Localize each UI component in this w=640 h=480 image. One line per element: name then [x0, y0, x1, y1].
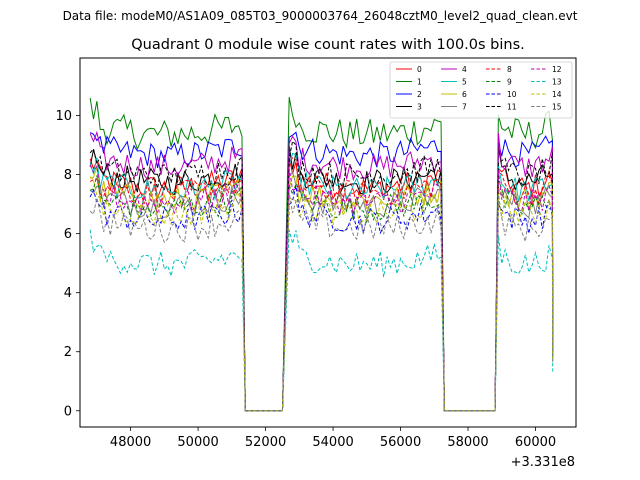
x-tick-label: 58000: [447, 435, 488, 450]
x-tick-label: 52000: [245, 435, 286, 450]
y-tick-label: 4: [64, 286, 72, 301]
legend-label-13: 13: [552, 78, 562, 87]
series-10-line: [89, 185, 554, 412]
x-tick-label: 60000: [515, 435, 556, 450]
x-tick-label: 54000: [312, 435, 353, 450]
legend-label-7: 7: [462, 103, 467, 112]
x-tick-label: 48000: [110, 435, 151, 450]
legend-label-0: 0: [417, 65, 422, 74]
legend-label-10: 10: [507, 90, 517, 99]
x-tick-label: 50000: [177, 435, 218, 450]
legend-label-5: 5: [462, 78, 467, 87]
legend-label-8: 8: [507, 65, 512, 74]
y-axis: 0 2 4 6 8 10: [55, 109, 80, 419]
y-tick-label: 2: [64, 345, 72, 360]
legend-label-4: 4: [462, 65, 467, 74]
x-tick-label: 56000: [380, 435, 421, 450]
legend-label-14: 14: [552, 90, 562, 99]
series-11-line: [89, 140, 554, 412]
legend-box: [389, 61, 573, 119]
legend-label-6: 6: [462, 90, 467, 99]
x-axis: 48000 50000 52000 54000 56000 58000 60000: [110, 427, 556, 450]
series-15-line: [89, 192, 554, 412]
legend-label-12: 12: [552, 65, 562, 74]
legend-label-3: 3: [417, 103, 422, 112]
y-tick-label: 10: [55, 109, 72, 124]
legend-label-1: 1: [417, 78, 422, 87]
series-9-line: [89, 175, 554, 412]
legend-label-11: 11: [507, 103, 517, 112]
x-axis-offset-label: +3.331e8: [511, 455, 575, 470]
series-14-line: [89, 176, 554, 412]
chart-title: Quadrant 0 module wise count rates with …: [131, 37, 525, 53]
legend-label-9: 9: [507, 78, 512, 87]
figure-suptitle: Data file: modeM0/AS1A09_085T03_90000037…: [63, 9, 578, 23]
y-tick-label: 0: [64, 404, 72, 419]
y-tick-label: 8: [64, 168, 72, 183]
series-layer: [89, 96, 554, 412]
legend-label-2: 2: [417, 90, 422, 99]
y-tick-label: 6: [64, 227, 72, 242]
plot-frame: [79, 57, 577, 428]
legend-label-15: 15: [552, 103, 562, 112]
